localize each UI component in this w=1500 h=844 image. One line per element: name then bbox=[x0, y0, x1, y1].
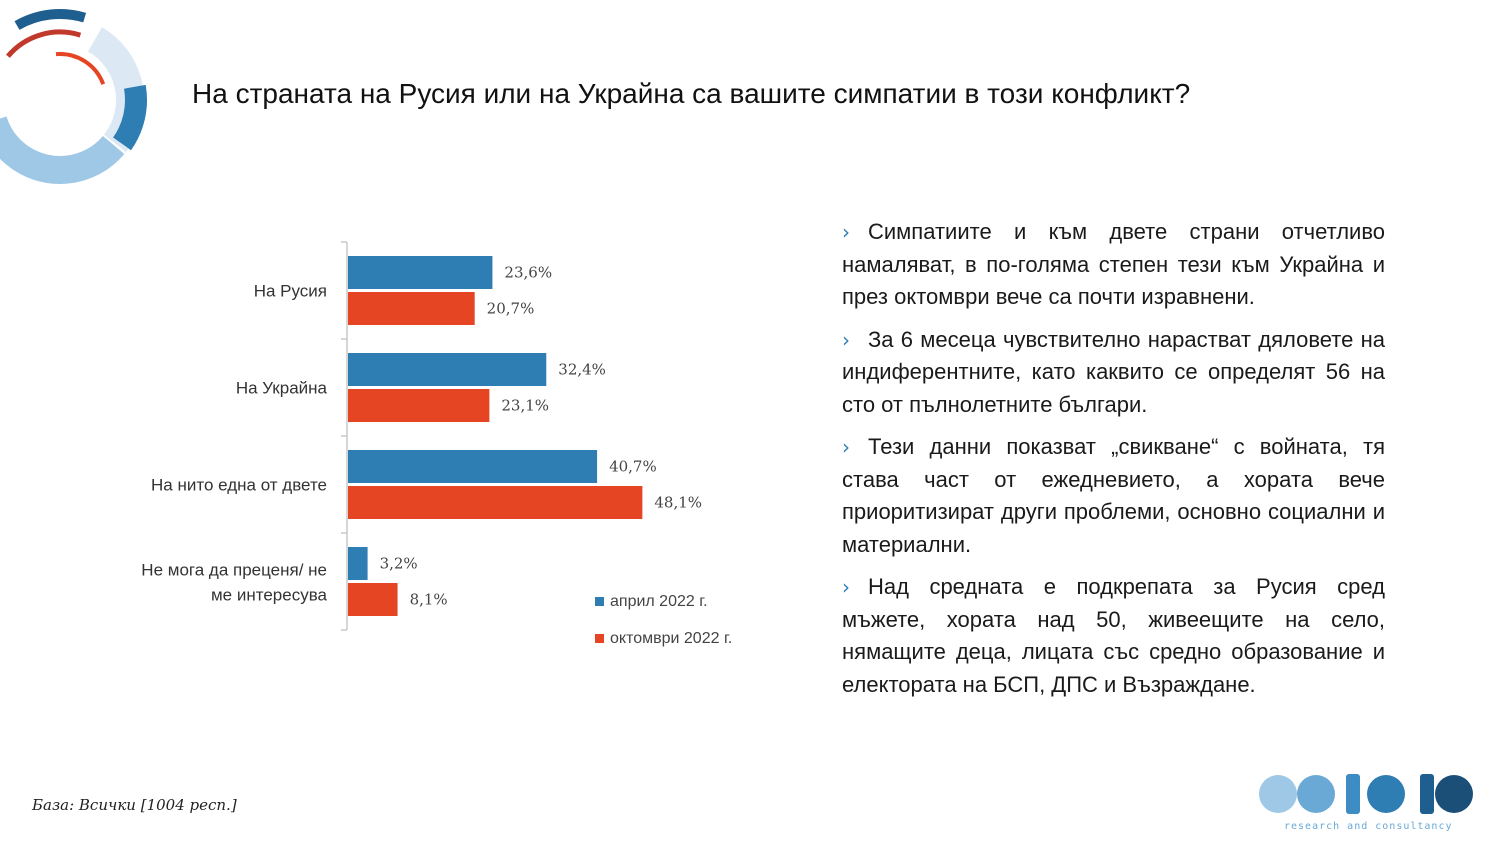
category-label-line: На Русия bbox=[254, 282, 327, 301]
data-label: 8,1% bbox=[410, 591, 448, 609]
bullet-text: За 6 месеца чувствително нарастват дялов… bbox=[842, 326, 1385, 417]
category-label: На нито една от двете bbox=[151, 476, 327, 495]
category-label-line: На Украйна bbox=[236, 379, 328, 398]
page-title: На страната на Русия или на Украйна са в… bbox=[192, 78, 1191, 109]
bar bbox=[348, 486, 643, 519]
legend-label: април 2022 г. bbox=[610, 593, 708, 610]
commentary-list: › Симпатиите и към двете страни отчетливо… bbox=[842, 216, 1385, 711]
data-label: 20,7% bbox=[487, 300, 535, 318]
bullet-text: Тези данни показват „свикване“ с войната… bbox=[842, 434, 1385, 557]
legend-label: октомври 2022 г. bbox=[610, 630, 732, 647]
bullet-item: › Тези данни показват „свикване“ с войнат… bbox=[842, 431, 1385, 561]
chevron-right-icon: › bbox=[842, 435, 850, 459]
estat-brand-logo: research and consultancy bbox=[1259, 774, 1473, 832]
category-label: На Украйна bbox=[236, 379, 328, 398]
chevron-right-icon: › bbox=[842, 220, 850, 244]
chevron-right-icon: › bbox=[842, 575, 850, 599]
bar bbox=[348, 450, 598, 483]
bar bbox=[348, 583, 398, 616]
data-label: 48,1% bbox=[654, 494, 702, 512]
category-label-line: Не мога да преценя/ не bbox=[141, 561, 327, 580]
bar bbox=[348, 547, 368, 580]
base-note: База: Всички [1004 респ.] bbox=[32, 796, 237, 814]
data-label: 23,1% bbox=[501, 397, 549, 415]
data-label: 23,6% bbox=[504, 264, 552, 282]
category-label-line: ме интересува bbox=[211, 586, 328, 605]
data-label: 40,7% bbox=[609, 458, 657, 476]
bullet-text: Симпатиите и към двете страни отчетливо … bbox=[842, 219, 1385, 309]
brand-tagline: research and consultancy bbox=[1284, 821, 1453, 832]
data-label: 3,2% bbox=[380, 555, 418, 573]
category-label-line: На нито една от двете bbox=[151, 476, 327, 495]
category-label: На Русия bbox=[254, 282, 327, 301]
data-label: 32,4% bbox=[558, 361, 606, 379]
estat-arcs-logo bbox=[0, 9, 151, 191]
legend-swatch bbox=[595, 634, 604, 643]
bar bbox=[348, 353, 547, 386]
bullet-text: Над средната е подкрепата за Русия сред … bbox=[842, 574, 1385, 697]
bar-chart: На Русия 23,6% 20,7% На Украйна 32,4% 23,1% На… bbox=[141, 241, 732, 647]
bullet-item: › За 6 месеца чувствително нарастват дяло… bbox=[842, 324, 1385, 422]
bullet-item: › Над средната е подкрепата за Русия сред… bbox=[842, 571, 1385, 701]
bullet-item: › Симпатиите и към двете страни отчетливо… bbox=[842, 216, 1385, 314]
category-label: Не мога да преценя/ не ме интересува bbox=[141, 561, 327, 605]
bar bbox=[348, 292, 475, 325]
bar bbox=[348, 389, 490, 422]
legend-swatch bbox=[595, 597, 604, 606]
chevron-right-icon: › bbox=[842, 327, 850, 352]
bar bbox=[348, 256, 493, 289]
